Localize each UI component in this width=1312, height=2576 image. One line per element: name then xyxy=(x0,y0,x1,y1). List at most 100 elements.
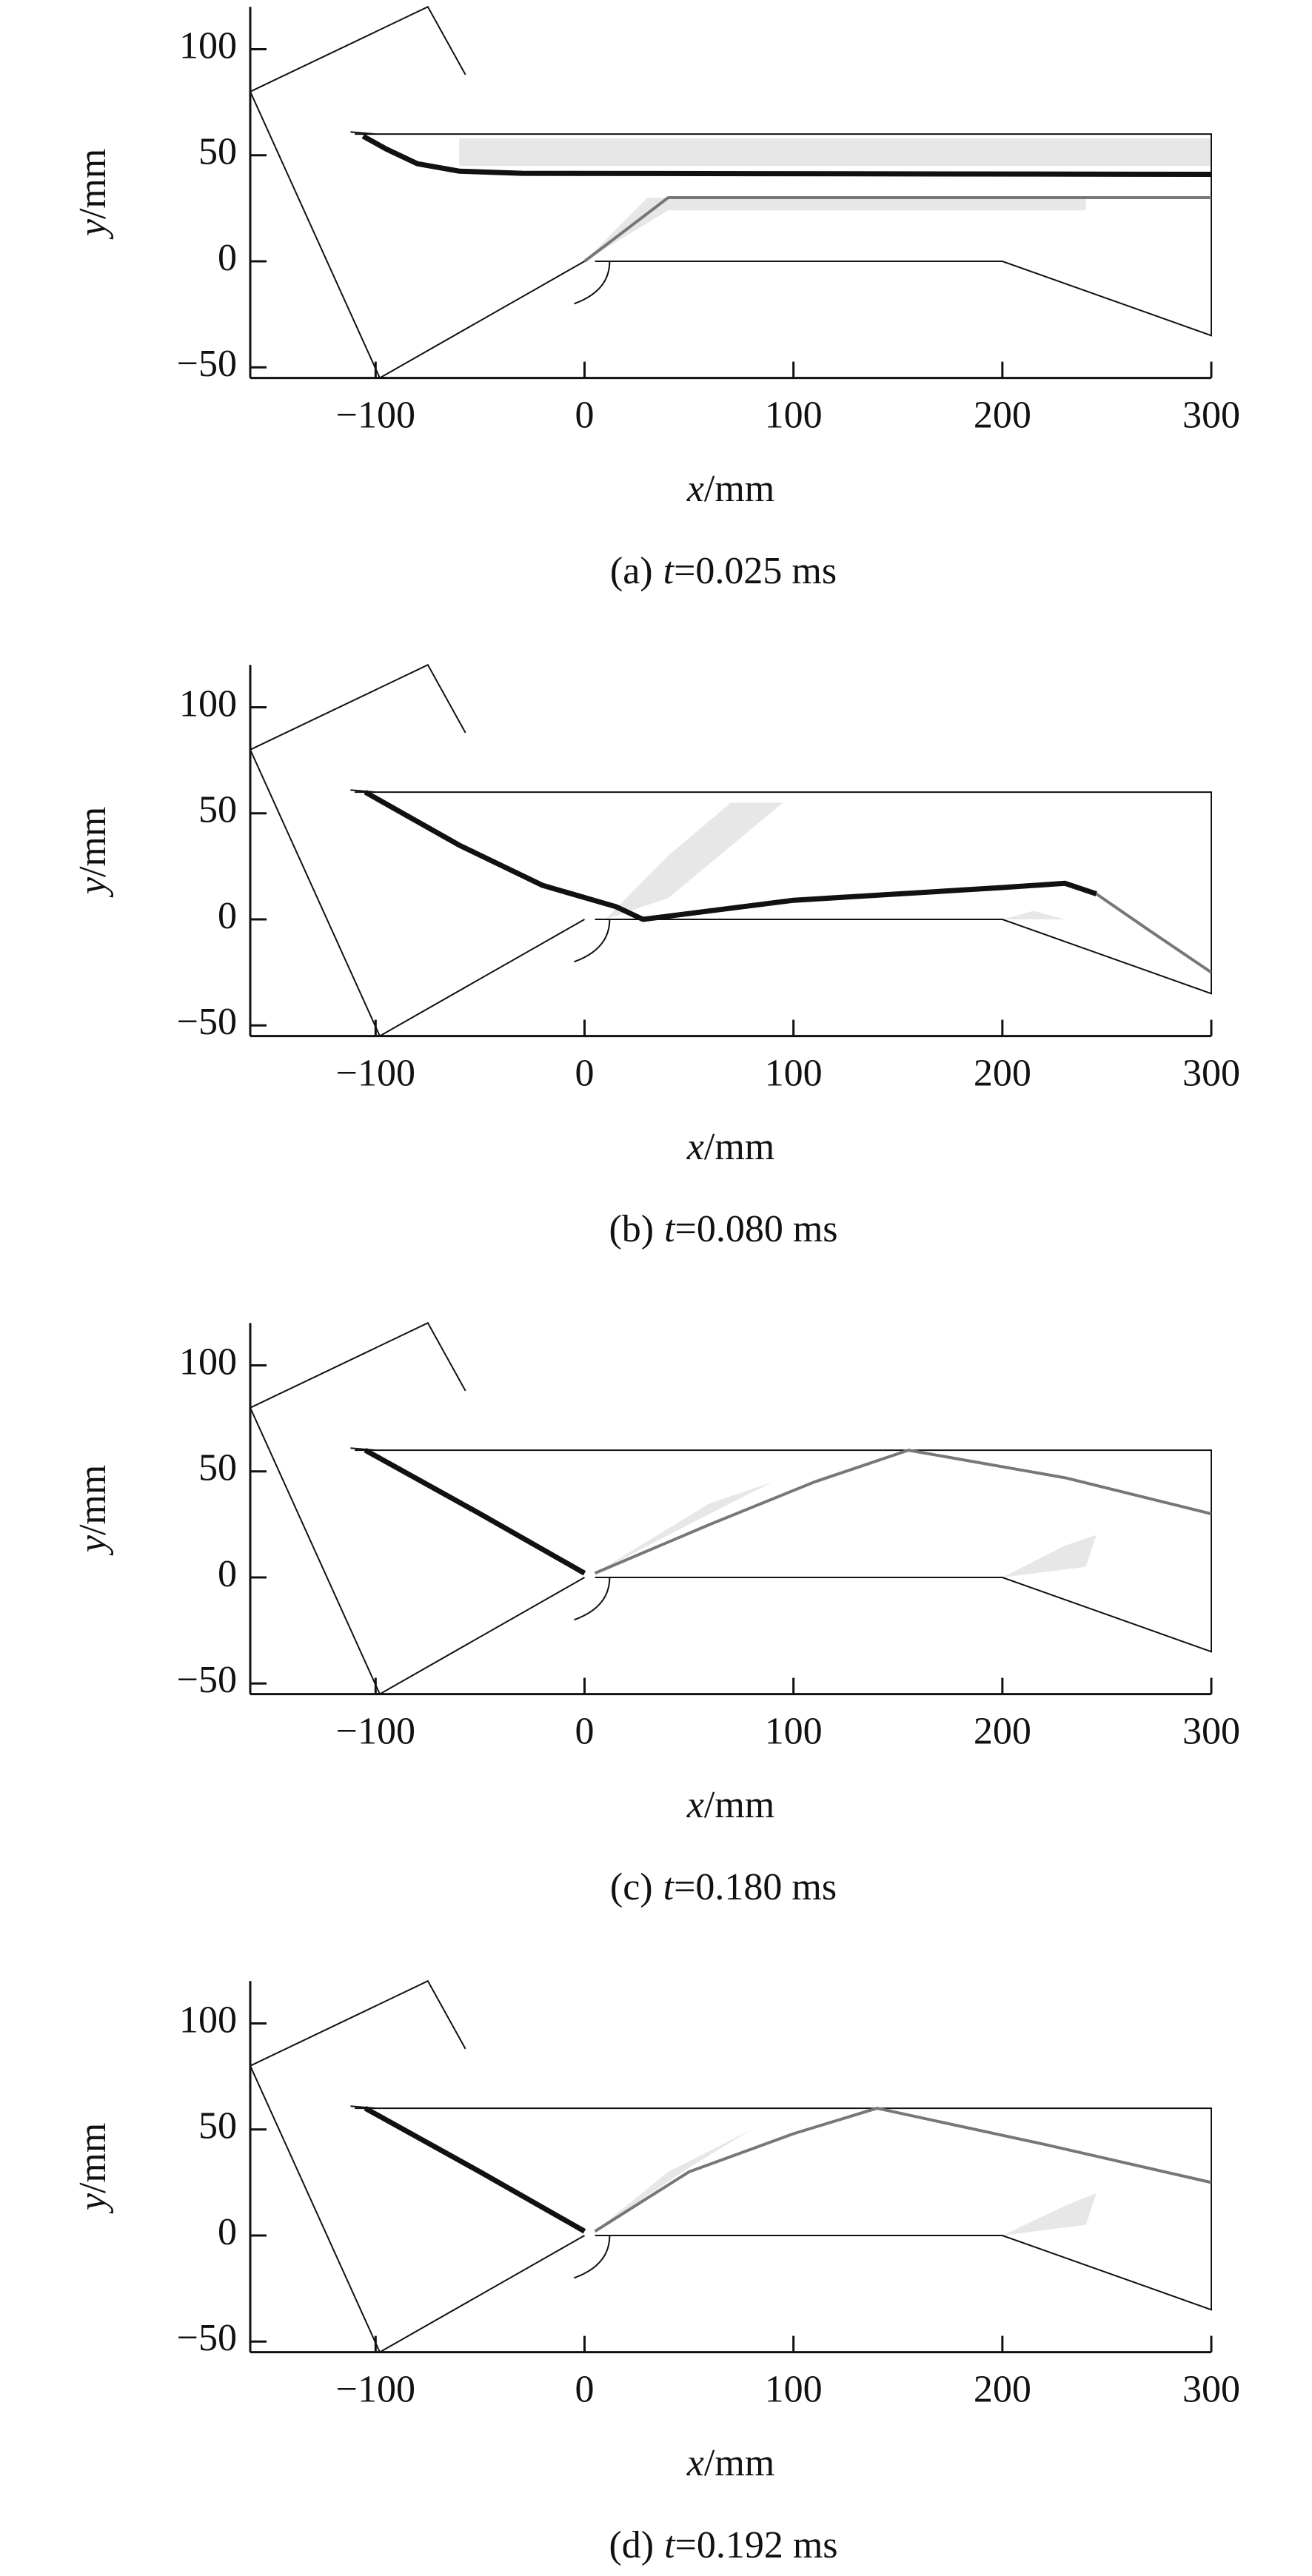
y-tick-label: 0 xyxy=(218,2211,237,2253)
shock xyxy=(361,133,1212,178)
y-tick-label: 100 xyxy=(179,1341,237,1383)
wall xyxy=(355,2107,1212,2311)
y-tick-label: 0 xyxy=(218,895,237,937)
shock-weak xyxy=(594,2107,1212,2233)
y-tick-label: −50 xyxy=(177,2317,237,2359)
caption: (d) t=0.192 ms xyxy=(609,2524,837,2566)
wall xyxy=(355,791,1212,995)
shading xyxy=(1002,2193,1097,2235)
shock xyxy=(364,2106,586,2234)
wall xyxy=(250,1321,466,1409)
wall-arc xyxy=(574,1577,611,1621)
x-tick-label: −100 xyxy=(336,1053,415,1095)
y-tick-label: 50 xyxy=(198,789,237,831)
caption-variable: t xyxy=(664,2524,676,2566)
x-tick-label: 300 xyxy=(1182,1053,1240,1095)
x-tick-label: 0 xyxy=(575,395,594,437)
y-tick-label: 50 xyxy=(198,1447,237,1489)
y-tick-label: −50 xyxy=(177,1001,237,1043)
caption: (c) t=0.180 ms xyxy=(610,1866,837,1908)
y-tick-label: −50 xyxy=(177,1659,237,1701)
wall xyxy=(355,1449,1212,1653)
caption: (a) t=0.025 ms xyxy=(610,550,837,592)
caption-variable: t xyxy=(663,1866,675,1908)
x-tick-label: 0 xyxy=(575,1053,594,1095)
y-axis-label: y/mm xyxy=(72,2123,114,2214)
x-tick-label: 200 xyxy=(974,2369,1031,2411)
x-tick-label: 200 xyxy=(974,1711,1031,1753)
x-tick-label: 200 xyxy=(974,395,1031,437)
y-label-symbol: y xyxy=(72,2193,114,2214)
x-label-symbol: x xyxy=(686,468,704,510)
wall xyxy=(350,789,376,794)
caption-value: =0.025 ms xyxy=(674,550,837,592)
x-label-symbol: x xyxy=(686,1126,704,1168)
wall xyxy=(355,133,1212,337)
y-tick-label: 100 xyxy=(179,24,237,67)
wall xyxy=(250,1979,466,2067)
x-tick-label: −100 xyxy=(336,395,415,437)
wall xyxy=(379,2235,585,2353)
shock-weak xyxy=(583,196,1211,263)
wall xyxy=(379,1577,585,1695)
caption-variable: t xyxy=(664,1208,676,1250)
y-label-unit: /mm xyxy=(72,807,114,877)
y-label-symbol: y xyxy=(72,218,114,240)
wall xyxy=(350,1447,376,1452)
wall xyxy=(250,91,381,378)
y-axis-label: y/mm xyxy=(72,807,114,898)
y-label-unit: /mm xyxy=(72,1465,114,1535)
y-label-symbol: y xyxy=(72,876,114,898)
y-tick-label: −50 xyxy=(177,343,237,385)
shading xyxy=(1002,1534,1097,1577)
caption-panel: (c) xyxy=(610,1866,653,1908)
x-label-unit: /mm xyxy=(704,1784,774,1826)
x-axis-label: x/mm xyxy=(686,468,774,510)
x-tick-label: 100 xyxy=(765,395,823,437)
wall xyxy=(350,131,376,135)
y-tick-label: 0 xyxy=(218,237,237,279)
x-tick-label: 100 xyxy=(765,2369,823,2411)
wall xyxy=(250,5,466,93)
x-label-unit: /mm xyxy=(704,468,774,510)
x-axis-label: x/mm xyxy=(686,2442,774,2484)
x-tick-label: 100 xyxy=(765,1053,823,1095)
y-tick-label: 50 xyxy=(198,2105,237,2147)
x-axis-label: x/mm xyxy=(686,1126,774,1168)
y-label-unit: /mm xyxy=(72,2123,114,2193)
caption-panel: (a) xyxy=(610,550,653,592)
x-tick-label: 0 xyxy=(575,1711,594,1753)
wall xyxy=(350,2105,376,2110)
x-tick-label: 0 xyxy=(575,2369,594,2411)
shock-weak xyxy=(1095,892,1213,974)
y-axis-label: y/mm xyxy=(72,149,114,240)
x-label-unit: /mm xyxy=(704,2442,774,2484)
x-tick-label: 100 xyxy=(765,1711,823,1753)
caption-panel: (b) xyxy=(609,1208,654,1250)
x-tick-label: 200 xyxy=(974,1053,1031,1095)
shock xyxy=(364,790,1097,922)
caption-variable: t xyxy=(663,550,675,592)
y-tick-label: 50 xyxy=(198,131,237,173)
wall xyxy=(250,663,466,751)
y-tick-label: 0 xyxy=(218,1553,237,1595)
shading xyxy=(595,1482,773,1574)
wall-arc xyxy=(574,2235,611,2279)
y-label-unit: /mm xyxy=(72,149,114,219)
x-label-symbol: x xyxy=(686,2442,704,2484)
shading xyxy=(605,802,783,919)
x-label-unit: /mm xyxy=(704,1126,774,1168)
x-axis-label: x/mm xyxy=(686,1784,774,1826)
x-label-symbol: x xyxy=(686,1784,704,1826)
caption-panel: (d) xyxy=(609,2524,654,2566)
y-label-symbol: y xyxy=(72,1534,114,1556)
shock-weak xyxy=(594,1449,1212,1575)
shading xyxy=(584,198,1086,261)
caption: (b) t=0.080 ms xyxy=(609,1208,837,1250)
x-tick-label: 300 xyxy=(1182,395,1240,437)
wall xyxy=(379,919,585,1037)
